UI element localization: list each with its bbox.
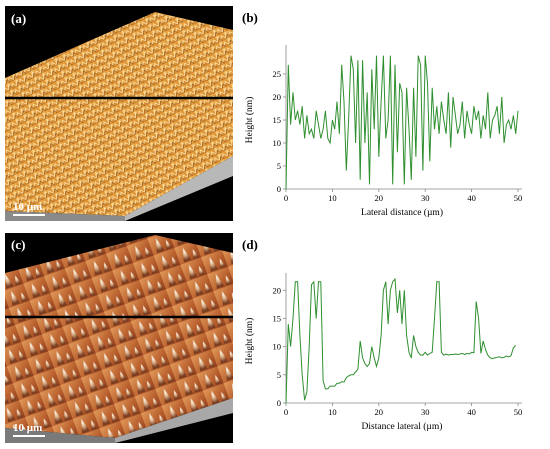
x-tick-label: 10 [328,407,337,417]
y-tick-label: 10 [273,138,282,148]
x-tick-label: 20 [375,193,384,203]
chart-svg-d: (d) 0 10 20 30 40 50 0 5 10 15 20 Distance lateral… [242,237,523,432]
x-tick-label: 40 [467,407,476,417]
x-axis-label-b: Lateral distance (µm) [361,207,443,218]
y-tick-label: 25 [273,69,282,79]
y-tick-label: 20 [273,285,282,295]
y-tick-label: 5 [277,161,281,171]
x-tick-label: 30 [421,193,430,203]
y-tick-label: 15 [273,115,282,125]
profile-chart-b: (b) 0 10 20 30 40 50 0 5 10 15 20 25 Lateral distan… [240,6,545,221]
series-line-d [285,277,517,404]
scale-bar-label-a: 10 µm [13,201,42,213]
series-line-b [285,55,519,190]
panel-label-c: (c) [11,237,25,252]
y-tick-label: 15 [273,313,282,323]
x-tick-label: 0 [284,193,288,203]
afm-surface-a: (a) 10 µm [5,6,233,221]
panel-label-b: (b) [242,10,258,25]
chart-svg-b: (b) 0 10 20 30 40 50 0 5 10 15 20 25 Lateral distan… [242,10,523,218]
x-tick-label: 50 [514,407,523,417]
y-axis-label-b: Height (nm) [244,97,255,144]
x-tick-label: 40 [467,193,476,203]
x-tick-label: 10 [328,193,337,203]
profile-chart-d: (d) 0 10 20 30 40 50 0 5 10 15 20 Distance lateral… [240,233,545,443]
y-tick-label: 10 [273,342,282,352]
x-tick-label: 50 [514,193,523,203]
afm-image-c: (c) 10 µm [5,233,233,443]
y-tick-label: 0 [277,184,281,194]
afm-image-a: (a) 10 µm [5,6,233,221]
x-axis-label-d: Distance lateral (µm) [362,421,443,432]
y-axis-label-d: Height (nm) [244,318,255,365]
y-tick-label: 5 [277,370,281,380]
panel-label-a: (a) [11,11,26,26]
y-tick-label: 20 [273,92,282,102]
x-tick-label: 0 [284,407,288,417]
x-tick-label: 20 [375,407,384,417]
scale-bar-label-c: 10 µm [13,422,42,434]
afm-surface-c: (c) 10 µm [5,233,233,443]
x-tick-label: 30 [421,407,430,417]
panel-label-d: (d) [242,237,258,252]
y-tick-label: 0 [277,398,281,408]
